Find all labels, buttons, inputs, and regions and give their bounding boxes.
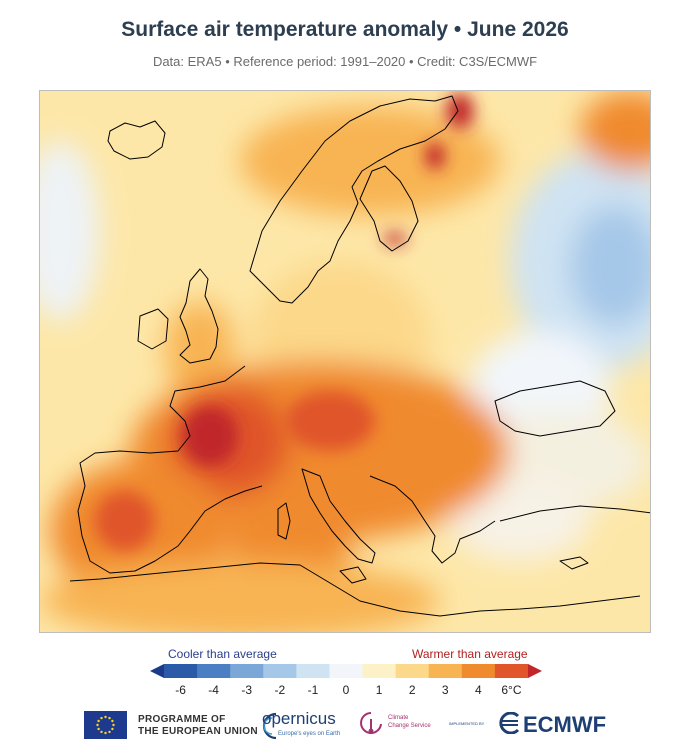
ecmwf-icon: [499, 712, 520, 734]
legend-tick-label: 4: [475, 683, 482, 697]
legend-swatch: [296, 664, 330, 678]
legend-swatch: [329, 664, 364, 678]
climate-change-service-icon: [360, 712, 382, 734]
legend-swatch: [461, 664, 496, 678]
sicily-outline: [339, 566, 367, 584]
copernicus-c-icon: [262, 712, 277, 740]
eu-line-2: THE EUROPEAN UNION: [138, 726, 258, 737]
legend-tick-label: -3: [241, 683, 253, 697]
legend-tick-label: 2: [408, 683, 416, 697]
c3s-text: Climate Change Service: [388, 714, 431, 730]
black-sea-outline: [494, 380, 616, 437]
eu-flag-icon: [84, 711, 127, 739]
c3s-line-1: Climate: [388, 715, 409, 721]
cyprus-outline: [559, 556, 589, 570]
legend-swatch: [362, 664, 397, 678]
legend-tick-label: 0: [342, 683, 350, 697]
ecmwf-wordmark: ECMWF: [523, 712, 607, 737]
legend-swatch: [494, 664, 529, 678]
eu-programme-text: PROGRAMME OF THE EUROPEAN UNION: [138, 714, 258, 738]
eu-line-1: PROGRAMME OF: [138, 714, 226, 725]
balkans-outline: [369, 475, 496, 564]
c3s-line-2: Change Service: [388, 723, 431, 729]
legend-tick-label: -2: [274, 683, 286, 697]
map-subtitle: Data: ERA5 • Reference period: 1991–2020…: [152, 54, 538, 69]
footer-logos: PROGRAMME OF THE EUROPEAN UNION opernicu…: [0, 700, 690, 750]
legend-colorbar: [150, 664, 542, 678]
legend-tick-label: 3: [441, 683, 449, 697]
ireland-outline: [137, 308, 169, 350]
legend-tick-label: -1: [307, 683, 319, 697]
implemented-by-label: IMPLEMENTED BY: [449, 721, 485, 726]
legend-swatch: [164, 664, 198, 678]
italy-outline: [301, 468, 376, 564]
sardinia-outline: [277, 502, 291, 540]
great-britain-outline: [179, 268, 219, 364]
legend-arrow-warm: [528, 664, 542, 678]
west-coast-outline: [77, 365, 263, 574]
map-title: Surface air temperature anomaly • June 2…: [121, 18, 569, 41]
legend-swatch: [263, 664, 297, 678]
copernicus-wordmark: opernicus: [262, 709, 336, 728]
legend-swatch: [428, 664, 463, 678]
legend-tick-label: 1: [375, 683, 383, 697]
legend-tick-label: -4: [208, 683, 219, 697]
legend-cooler-label: Cooler than average: [168, 647, 277, 661]
north-africa-coast: [69, 562, 641, 617]
copernicus-tagline: Europe's eyes on Earth: [278, 731, 341, 737]
legend-swatch: [230, 664, 264, 678]
legend-warmer-label: Warmer than average: [412, 647, 528, 661]
scandinavia-outline: [249, 95, 459, 304]
coastlines: [69, 95, 650, 617]
anomaly-map-svg: [40, 91, 650, 632]
anomaly-field: [40, 91, 650, 632]
anomaly-map: [39, 90, 651, 633]
legend-tick-label: 6°C: [501, 683, 522, 697]
finland-outline: [359, 165, 419, 252]
anomaly-hotspots: [95, 93, 474, 551]
iceland-outline: [107, 120, 166, 160]
anatolia-coast: [499, 505, 650, 522]
legend-swatch: [395, 664, 430, 678]
legend-tick-label: -6: [175, 683, 186, 697]
legend-swatch: [197, 664, 231, 678]
legend-arrow-cool: [150, 664, 164, 678]
